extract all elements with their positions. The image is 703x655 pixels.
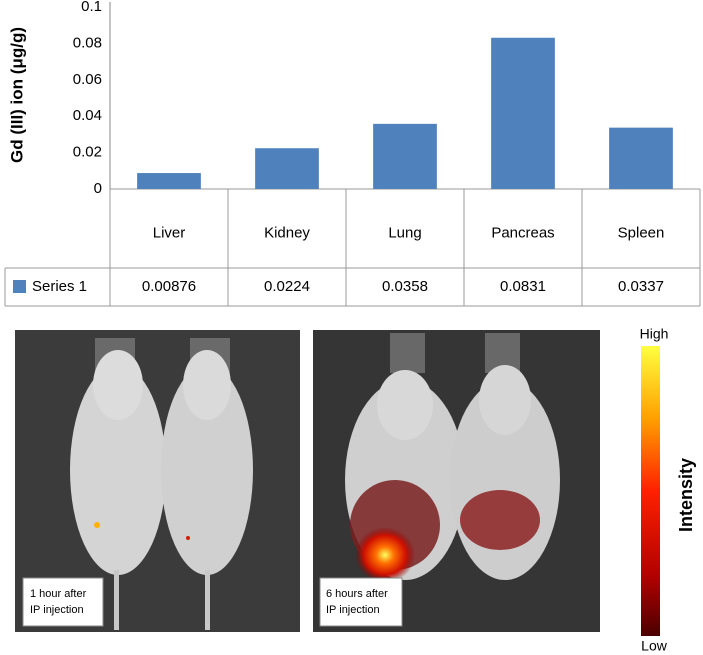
bar bbox=[373, 123, 437, 189]
table-value: 0.0224 bbox=[264, 278, 310, 295]
table-value: 0.0831 bbox=[500, 278, 546, 295]
bar bbox=[491, 37, 555, 190]
y-axis-label: Gd (III) ion (μg/g) bbox=[7, 27, 26, 163]
colorbar-low: Low bbox=[641, 638, 668, 654]
bar bbox=[609, 127, 673, 189]
y-tick-label: 0.06 bbox=[73, 71, 102, 88]
y-tick-label: 0.08 bbox=[73, 34, 102, 51]
legend-swatch bbox=[13, 280, 26, 293]
image-panel: 6 hours after IP injection bbox=[313, 330, 600, 632]
panel-caption: IP injection bbox=[30, 604, 84, 616]
panel-caption: IP injection bbox=[326, 604, 380, 616]
table-value: 0.0358 bbox=[382, 278, 428, 295]
panel-caption: 1 hour after bbox=[30, 588, 87, 600]
legend-label: Series 1 bbox=[32, 278, 87, 295]
image-panel: 1 hour after IP injection bbox=[15, 330, 300, 632]
y-tick-label: 0 bbox=[94, 180, 102, 197]
colorbar-label: Intensity bbox=[676, 458, 696, 532]
table-value: 0.0337 bbox=[618, 278, 664, 295]
colorbar-high: High bbox=[640, 326, 669, 342]
panel-caption: 6 hours after bbox=[326, 588, 388, 600]
y-tick-label: 0.02 bbox=[73, 144, 102, 161]
bar bbox=[137, 173, 201, 189]
colorbar bbox=[641, 346, 660, 636]
x-tick-label: Kidney bbox=[264, 224, 310, 241]
y-tick-label: 0.04 bbox=[73, 107, 102, 124]
y-tick-label: 0.1 bbox=[81, 0, 102, 15]
x-tick-label: Lung bbox=[388, 224, 421, 241]
table-value: 0.00876 bbox=[142, 278, 196, 295]
x-tick-label: Liver bbox=[153, 224, 186, 241]
bar bbox=[255, 148, 319, 189]
x-tick-label: Spleen bbox=[618, 224, 665, 241]
x-tick-label: Pancreas bbox=[491, 224, 554, 241]
